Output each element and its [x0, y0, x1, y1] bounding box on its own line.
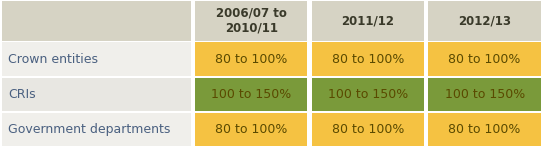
Text: 80 to 100%: 80 to 100%	[449, 53, 521, 66]
Bar	[2, 113, 191, 146]
Bar	[195, 1, 307, 41]
Text: Crown entities: Crown entities	[8, 53, 98, 66]
Text: CRIs: CRIs	[8, 88, 36, 101]
Text: 80 to 100%: 80 to 100%	[215, 123, 287, 136]
Text: 100 to 150%: 100 to 150%	[445, 88, 525, 101]
Bar	[312, 77, 424, 111]
Bar	[428, 42, 541, 76]
Bar	[2, 77, 191, 111]
Bar	[312, 1, 424, 41]
Text: 80 to 100%: 80 to 100%	[332, 123, 404, 136]
Text: 80 to 100%: 80 to 100%	[332, 53, 404, 66]
Text: 100 to 150%: 100 to 150%	[211, 88, 291, 101]
Text: Government departments: Government departments	[8, 123, 171, 136]
Bar	[312, 42, 424, 76]
Text: 2006/07 to
2010/11: 2006/07 to 2010/11	[216, 7, 287, 35]
Text: 2011/12: 2011/12	[342, 14, 394, 27]
Bar	[2, 1, 191, 41]
Bar	[195, 77, 307, 111]
Bar	[312, 113, 424, 146]
Text: 100 to 150%: 100 to 150%	[328, 88, 408, 101]
Bar	[428, 1, 541, 41]
Bar	[195, 113, 307, 146]
Bar	[2, 42, 191, 76]
Text: 2012/13: 2012/13	[458, 14, 511, 27]
Bar	[428, 113, 541, 146]
Text: 80 to 100%: 80 to 100%	[215, 53, 287, 66]
Text: 80 to 100%: 80 to 100%	[449, 123, 521, 136]
Bar	[428, 77, 541, 111]
Bar	[195, 42, 307, 76]
